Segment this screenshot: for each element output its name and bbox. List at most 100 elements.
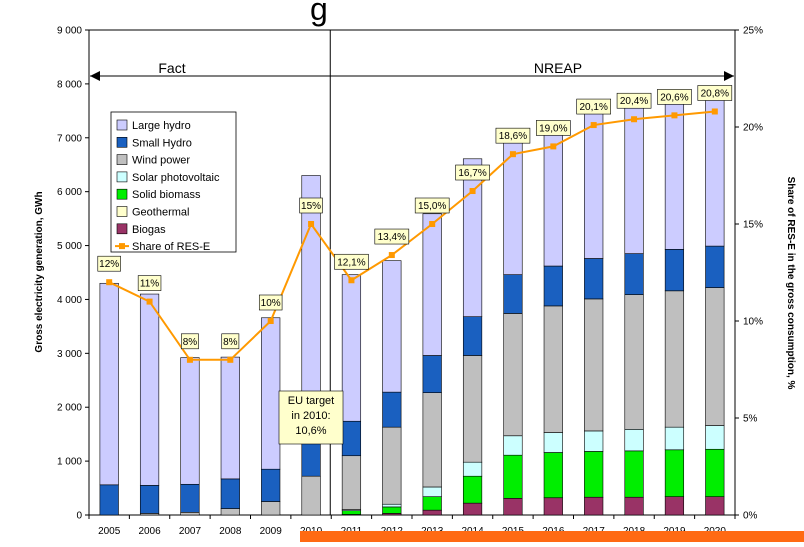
y-tick-label: 3 000 <box>57 349 82 360</box>
share-res-e-marker <box>631 116 638 123</box>
y2-tick-label: 10% <box>743 317 763 328</box>
y2-tick-label: 25% <box>743 26 763 37</box>
region-label-nreap: NREAP <box>534 60 582 76</box>
eu-target-annotation-line: 10,6% <box>295 425 326 437</box>
bar-segment-solid-biomass <box>624 450 644 498</box>
share-data-label: 16,7% <box>458 168 486 179</box>
share-res-e-marker <box>106 279 113 286</box>
share-data-label-box <box>657 89 692 105</box>
share-data-label: 20,1% <box>580 102 608 113</box>
bar-segment-wind-power <box>503 313 523 437</box>
share-data-label: 19,0% <box>539 123 567 134</box>
bar-segment-small-hydro <box>584 258 604 300</box>
share-data-label: 8% <box>183 337 198 348</box>
bar-segment-solar-photovoltaic <box>503 435 523 456</box>
y-tick-label: 1 000 <box>57 457 82 468</box>
share-data-label-box <box>97 255 121 272</box>
share-res-e-marker <box>186 356 193 363</box>
bar-segment-small-hydro <box>99 484 119 516</box>
y-tick-label: 7 000 <box>57 133 82 144</box>
bar-segment-biogas <box>543 497 563 516</box>
bar-segment-wind-power <box>624 294 644 430</box>
bar-segment-wind-power <box>664 290 685 428</box>
eu-target-annotation-box <box>278 390 344 445</box>
x-tick-label: 2005 <box>98 526 121 537</box>
bar-segment-solid-biomass <box>705 448 725 497</box>
share-data-label: 20,8% <box>701 88 729 99</box>
bar-segment-solid-biomass <box>462 475 483 504</box>
legend-label: Geothermal <box>132 207 189 219</box>
bar-segment-biogas <box>705 496 725 516</box>
bar-segment-large-hydro <box>341 274 362 422</box>
bar-segment-wind-power <box>705 287 725 426</box>
legend-swatch <box>116 188 128 200</box>
share-data-label-box <box>181 333 199 350</box>
share-data-label: 12% <box>99 259 119 270</box>
legend-label: Share of RES-E <box>132 241 210 253</box>
y-tick-label: 6 000 <box>57 187 82 198</box>
bar-segment-solar-photovoltaic <box>382 503 402 508</box>
bar-segment-solid-biomass <box>341 510 362 515</box>
bar-segment-biogas <box>462 502 483 516</box>
bar-segment-biogas <box>422 509 442 516</box>
share-data-label-box <box>137 275 162 291</box>
legend-swatch <box>116 154 128 165</box>
legend-label: Solid biomass <box>132 189 201 201</box>
share-data-label-box <box>374 228 410 245</box>
bar-segment-biogas <box>624 496 644 516</box>
share-res-e-marker <box>388 252 395 259</box>
bar-segment-solar-photovoltaic <box>543 432 563 453</box>
y2-tick-label: 15% <box>743 220 763 231</box>
bar-segment-solid-biomass <box>382 506 402 514</box>
bar-segment-wind-power <box>462 355 483 463</box>
y2-axis-title: Share of RES-E in the gross consumption,… <box>785 177 796 390</box>
bar-segment-wind-power <box>543 305 563 433</box>
bar-segment-solar-photovoltaic <box>462 461 483 477</box>
y-tick-label: 8 000 <box>57 79 82 90</box>
share-data-label-box <box>697 85 733 101</box>
bar-segment-wind-power <box>584 298 604 432</box>
bar-segment-large-hydro <box>99 282 119 486</box>
y2-tick-label: 0% <box>743 511 758 522</box>
bar-segment-solid-biomass <box>584 451 604 498</box>
share-data-label: 13,4% <box>378 232 406 243</box>
share-data-label-box <box>414 197 450 214</box>
share-data-label: 15,0% <box>418 201 446 212</box>
share-data-label-box <box>576 98 611 115</box>
bar-segment-wind-power <box>220 508 240 516</box>
bar-segment-solar-photovoltaic <box>584 430 604 452</box>
share-res-e-marker <box>267 318 274 324</box>
bar-segment-solar-photovoltaic <box>664 426 685 451</box>
bar-segment-biogas <box>584 496 604 516</box>
share-res-e-marker <box>509 151 516 158</box>
eu-target-annotation-line: EU target <box>288 395 334 407</box>
y-axis-title: Gross electricity generation, GWh <box>34 191 45 352</box>
share-res-e-line <box>108 110 715 361</box>
bar-segment-large-hydro <box>180 357 200 485</box>
orange-footer-bar <box>300 531 804 542</box>
share-data-label: 11% <box>140 279 159 290</box>
share-data-label-box <box>536 120 571 136</box>
bar-segment-large-hydro <box>261 317 281 470</box>
legend-swatch <box>116 206 128 217</box>
legend-line-marker <box>119 243 125 250</box>
share-data-label: 8% <box>223 337 238 348</box>
share-data-label-box <box>616 92 652 109</box>
share-res-e-marker <box>227 356 234 363</box>
share-data-label: 18,6% <box>499 131 527 142</box>
share-res-e-marker <box>550 143 557 150</box>
legend-swatch <box>116 171 128 183</box>
bar-segment-large-hydro <box>382 260 402 393</box>
share-res-e-marker <box>308 221 315 227</box>
y-tick-label: 4 000 <box>57 295 82 306</box>
legend-swatch <box>116 119 128 131</box>
y-tick-label: 5 000 <box>57 241 82 252</box>
share-res-e-marker <box>348 277 355 284</box>
share-data-label-box <box>258 294 283 311</box>
bar-segment-wind-power <box>422 392 442 488</box>
share-res-e-marker <box>671 112 678 119</box>
bar-segment-biogas <box>503 497 523 516</box>
region-arrow-right-head <box>724 71 734 81</box>
share-data-label-box <box>299 197 323 214</box>
legend-swatch <box>116 137 128 148</box>
